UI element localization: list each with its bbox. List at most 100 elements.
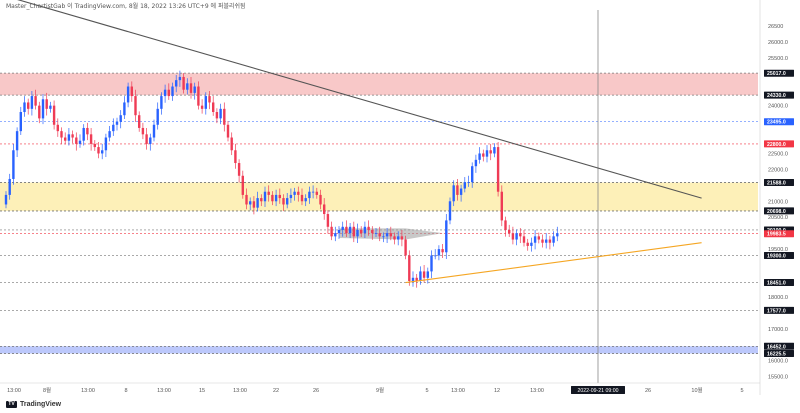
candle bbox=[393, 236, 396, 240]
candle bbox=[485, 150, 489, 157]
price-tag-label: 17577.0 bbox=[767, 308, 786, 314]
candle bbox=[230, 137, 233, 151]
candle bbox=[411, 277, 415, 281]
candle bbox=[41, 99, 45, 119]
candle bbox=[515, 233, 518, 240]
y-tick-label: 25500.0 bbox=[768, 56, 788, 62]
candle bbox=[4, 194, 8, 205]
candle bbox=[548, 239, 552, 243]
candle bbox=[293, 191, 296, 195]
y-tick-label: 26500 bbox=[768, 24, 783, 30]
tradingview-logo-icon: TV bbox=[6, 401, 17, 408]
candle bbox=[389, 233, 392, 237]
candle bbox=[171, 86, 174, 97]
price-tag bbox=[764, 306, 794, 314]
candle bbox=[430, 255, 433, 272]
candle bbox=[123, 102, 126, 116]
candle bbox=[178, 76, 182, 81]
candle bbox=[556, 233, 559, 237]
candle bbox=[134, 96, 137, 116]
candle bbox=[12, 150, 15, 179]
candle bbox=[345, 226, 348, 234]
candle bbox=[160, 96, 163, 109]
candle bbox=[138, 115, 141, 128]
candle bbox=[71, 134, 74, 138]
candle bbox=[215, 112, 219, 119]
price-tag-label: 25017.0 bbox=[767, 71, 786, 77]
candle bbox=[249, 201, 252, 205]
candle bbox=[452, 185, 455, 202]
candle bbox=[241, 175, 244, 195]
candle bbox=[286, 198, 289, 205]
x-tick-label: 13:00 bbox=[233, 388, 247, 394]
candle bbox=[530, 242, 533, 246]
candle bbox=[282, 198, 285, 205]
candle bbox=[145, 134, 148, 144]
candle bbox=[478, 153, 481, 160]
candle bbox=[437, 249, 441, 256]
candle bbox=[274, 194, 278, 202]
candle bbox=[8, 178, 11, 195]
candle bbox=[526, 242, 529, 246]
price-tag bbox=[764, 349, 794, 357]
candle bbox=[511, 233, 515, 240]
candle bbox=[186, 83, 189, 90]
candle bbox=[304, 198, 307, 202]
candle bbox=[545, 239, 548, 243]
candle bbox=[219, 108, 222, 119]
tradingview-logo-text: TradingView bbox=[20, 401, 62, 408]
candle bbox=[234, 150, 237, 164]
candle bbox=[64, 137, 67, 141]
candle bbox=[208, 96, 211, 103]
candle bbox=[489, 150, 492, 154]
price-axis bbox=[760, 0, 800, 395]
candle bbox=[101, 150, 104, 154]
x-tick-label: 9월 bbox=[376, 386, 384, 394]
candle bbox=[78, 140, 82, 144]
candle bbox=[471, 166, 474, 183]
candle bbox=[426, 271, 429, 278]
x-tick-label: 13:00 bbox=[451, 388, 465, 394]
candle bbox=[323, 204, 326, 215]
candle bbox=[193, 86, 196, 93]
publish-header: Master_ChartistGab 이 TradingView.com, 8월… bbox=[6, 3, 246, 10]
x-tick-label: 15 bbox=[199, 388, 205, 394]
candle bbox=[474, 159, 478, 167]
price-tag bbox=[764, 342, 794, 350]
price-tag bbox=[764, 279, 794, 287]
y-tick-label: 22500.0 bbox=[768, 151, 788, 157]
price-tag-label: 21588.0 bbox=[767, 181, 786, 187]
candle bbox=[141, 127, 145, 135]
y-tick-label: 19500.0 bbox=[768, 247, 788, 253]
candle bbox=[30, 96, 34, 109]
price-tag-label: 19983.5 bbox=[767, 232, 786, 238]
candle bbox=[278, 194, 281, 199]
support-zone bbox=[0, 182, 758, 211]
x-tick-label: 12 bbox=[494, 388, 500, 394]
x-tick-label: 26 bbox=[645, 388, 651, 394]
price-tag bbox=[764, 140, 794, 148]
candle bbox=[352, 226, 355, 237]
candle bbox=[97, 147, 100, 154]
price-tag bbox=[764, 251, 794, 259]
y-tick-label: 15500.0 bbox=[768, 375, 788, 381]
candle bbox=[500, 191, 503, 221]
candle bbox=[175, 80, 178, 87]
candle bbox=[89, 134, 93, 144]
candle bbox=[52, 105, 56, 125]
candle bbox=[245, 194, 248, 205]
candle bbox=[67, 134, 71, 141]
descending-trendline bbox=[17, 0, 702, 199]
candle bbox=[189, 83, 193, 93]
candle bbox=[49, 105, 52, 109]
y-tick-label: 22000.0 bbox=[768, 167, 788, 173]
candle bbox=[311, 191, 315, 193]
candle bbox=[448, 201, 452, 221]
candle bbox=[330, 226, 333, 237]
candle bbox=[400, 236, 404, 240]
candle bbox=[422, 271, 426, 278]
price-tag-label: 24330.0 bbox=[767, 93, 786, 99]
candle bbox=[319, 194, 322, 205]
